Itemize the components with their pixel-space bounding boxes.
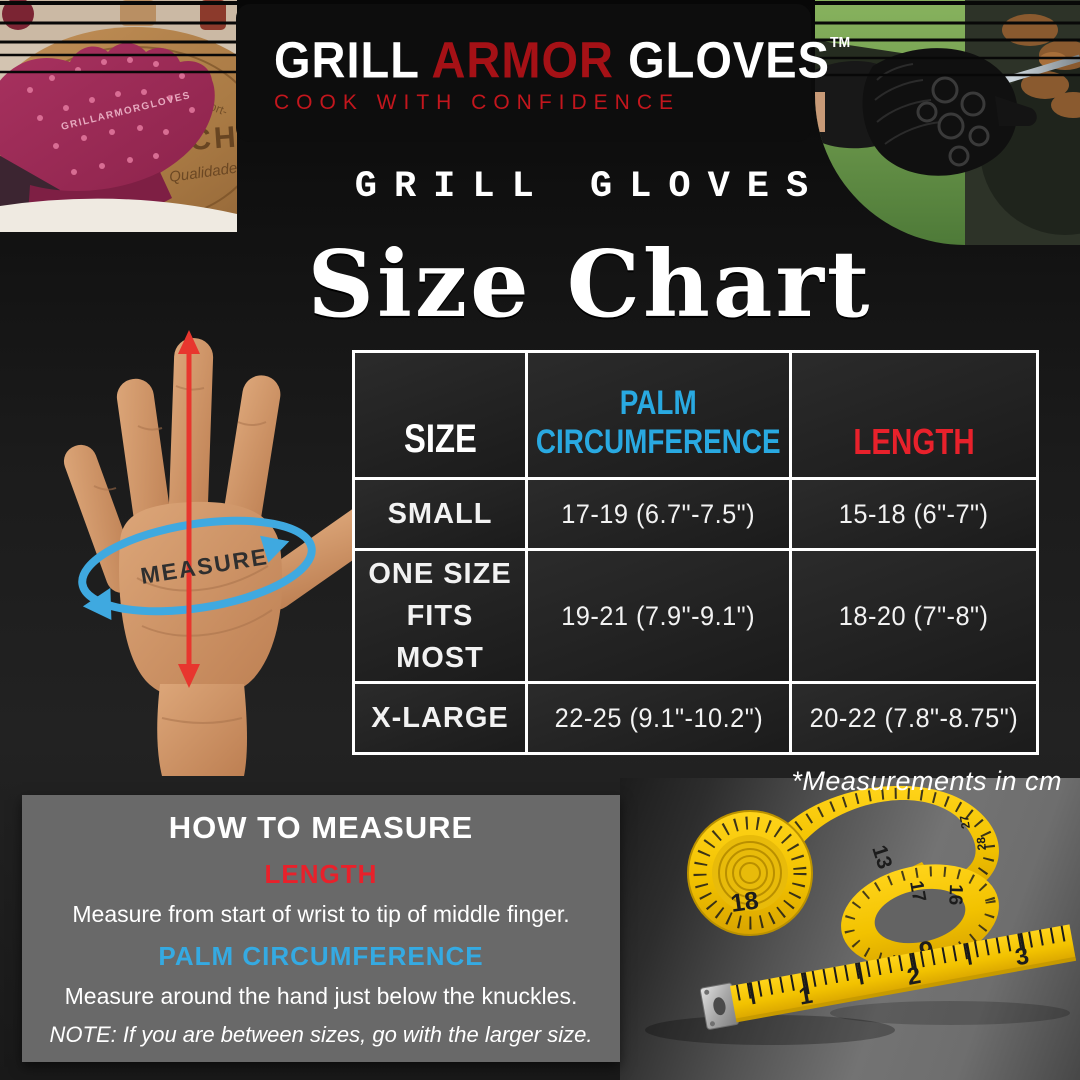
length-arrow xyxy=(178,330,200,688)
kicker-grill-gloves: GRILL GLOVES xyxy=(354,166,826,208)
page-title-size-chart: Size Chart xyxy=(307,230,873,338)
cell-small-palm: 17-19 (6.7"-7.5") xyxy=(528,480,789,548)
cell-small-size: SMALL xyxy=(355,480,525,548)
black-glove xyxy=(815,48,1037,176)
background-stripes-right xyxy=(815,1,1080,77)
brand-word-armor: ARMOR xyxy=(431,30,615,88)
tape-number-17: 17 xyxy=(905,879,929,903)
cell-onesize-size: ONE SIZE FITS MOST xyxy=(355,551,525,681)
palm-circumference-heading: PALM CIRCUMFERENCE xyxy=(158,941,484,971)
tape-front-strip: 1 2 3 xyxy=(699,924,1077,1030)
cell-onesize-palm: 19-21 (7.9"-9.1") xyxy=(528,551,789,681)
cell-xlarge-size: X-LARGE xyxy=(355,684,525,752)
measurements-footnote: *Measurements in cm xyxy=(791,766,1062,796)
tape-number-28: 28 xyxy=(974,836,989,851)
tape-number-18: 18 xyxy=(729,886,761,918)
photo-glove-at-grill xyxy=(815,0,1080,245)
size-table: SIZE PALM CIRCUMFERENCE LENGTH SMALL 17-… xyxy=(352,350,1039,755)
tape-number-16: 16 xyxy=(944,884,966,906)
cell-xlarge-length: 20-22 (7.8"-8.75") xyxy=(792,684,1036,752)
how-to-measure-panel: HOW TO MEASURE LENGTH Measure from start… xyxy=(22,795,620,1062)
tape-number-2: 2 xyxy=(905,962,923,991)
brand-word-gloves: GLOVES xyxy=(628,30,830,88)
measuring-tape-photo: 13 27 28 17 16 9 xyxy=(620,778,1080,1080)
brand-tagline: COOK WITH CONFIDENCE xyxy=(274,90,680,114)
tape-number-1: 1 xyxy=(797,982,815,1011)
photo-glove-on-board: CHEESE Qualidade -Beaufort- GRILLARMORGL… xyxy=(0,0,237,232)
tape-coil: 18 xyxy=(687,810,813,936)
tape-number-3: 3 xyxy=(1013,942,1031,971)
cell-small-length: 15-18 (6"-7") xyxy=(792,480,1036,548)
table-edge xyxy=(0,198,237,232)
brand-title: GRILL ARMOR GLOVESTM xyxy=(274,29,850,88)
col-header-palm-circumference: PALM CIRCUMFERENCE xyxy=(528,353,789,477)
cell-xlarge-palm: 22-25 (9.1"-10.2") xyxy=(528,684,789,752)
hand-measure-diagram: MEASURE xyxy=(63,330,352,776)
trademark-symbol: TM xyxy=(829,32,851,50)
col-header-length: LENGTH xyxy=(792,353,1036,477)
silicone-pattern xyxy=(916,76,990,167)
cell-onesize-length: 18-20 (7"-8") xyxy=(792,551,1036,681)
brand-logo: GRILL ARMOR GLOVESTM COOK WITH CONFIDENC… xyxy=(250,6,850,140)
hand-creases xyxy=(93,385,273,724)
palm-instruction: Measure around the hand just below the k… xyxy=(64,983,578,1009)
tape-number-27: 27 xyxy=(957,814,973,830)
logo-backplate xyxy=(236,4,811,142)
tape-number-13: 13 xyxy=(867,842,896,871)
col-header-size: SIZE xyxy=(355,353,525,477)
length-instruction: Measure from start of wrist to tip of mi… xyxy=(72,901,570,927)
tape-loop-large: 13 27 28 xyxy=(780,785,999,898)
panel-title: HOW TO MEASURE xyxy=(168,810,474,845)
background-stripes-left xyxy=(0,1,237,74)
hand-illustration xyxy=(63,338,352,776)
sizing-note: NOTE: If you are between sizes, go with … xyxy=(49,1022,593,1047)
length-heading: LENGTH xyxy=(264,859,378,889)
brand-word-grill: GRILL xyxy=(274,30,420,88)
tape-loop-middle xyxy=(841,864,999,968)
